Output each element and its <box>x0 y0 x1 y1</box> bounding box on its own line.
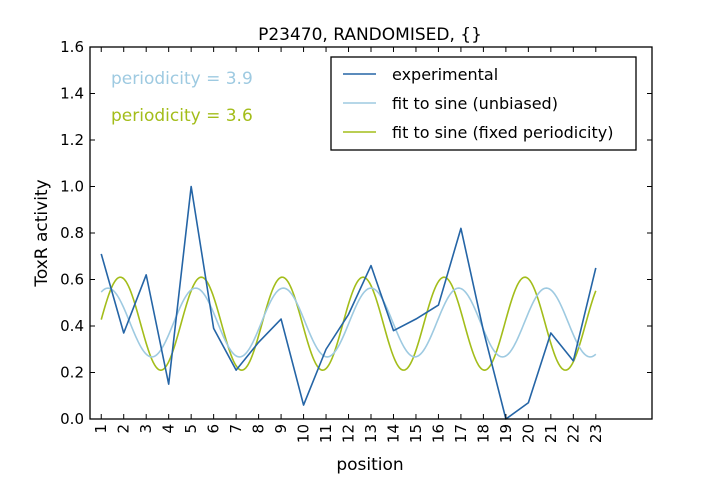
x-tick-label: 1 <box>92 424 110 434</box>
series-layer <box>100 185 597 420</box>
series-line-experimental <box>100 185 597 420</box>
legend-label-experimental: experimental <box>392 65 498 84</box>
x-tick-label: 13 <box>362 424 380 443</box>
x-tick-label: 2 <box>115 424 133 434</box>
x-axis: 1 2 3 4 5 6 7 8 9 10 11 12 13 14 15 16 17 18 19 20 21 22 23 <box>92 47 605 443</box>
legend: experimental fit to sine (unbiased) fit … <box>330 56 637 151</box>
y-tick-label: 0.6 <box>60 271 84 289</box>
x-tick-label: 4 <box>160 424 178 434</box>
x-tick-label: 19 <box>497 424 515 443</box>
legend-label-fixed: fit to sine (fixed periodicity) <box>392 123 613 142</box>
x-tick-label: 3 <box>137 424 155 434</box>
x-tick-label: 14 <box>384 424 402 443</box>
legend-box <box>330 56 637 151</box>
x-tick-label: 16 <box>429 424 447 443</box>
y-axis-label: ToxR activity <box>32 179 52 287</box>
series-line-fit-to-sine-fixed-periodicity <box>100 276 597 371</box>
y-tick-label: 1.2 <box>60 131 84 149</box>
y-tick-label: 0.4 <box>60 317 84 335</box>
y-tick-label: 0.2 <box>60 364 84 382</box>
y-tick-label: 1.6 <box>60 38 84 56</box>
y-tick-label: 0.0 <box>60 410 84 428</box>
annotation-periodicity-unbiased: periodicity = 3.9 <box>111 69 253 89</box>
x-tick-label: 15 <box>407 424 425 443</box>
chart-title: P23470, RANDOMISED, {} <box>258 25 482 45</box>
x-tick-label: 9 <box>272 424 290 434</box>
x-tick-label: 11 <box>317 424 335 443</box>
y-axis: 0.0 0.2 0.4 0.6 0.8 1.0 1.2 1.4 1.6 <box>60 38 652 428</box>
x-tick-label: 8 <box>250 424 268 434</box>
x-tick-label: 22 <box>564 424 582 443</box>
x-tick-label: 20 <box>519 424 537 443</box>
annotation-periodicity-fixed: periodicity = 3.6 <box>111 106 253 126</box>
y-tick-label: 1.0 <box>60 178 84 196</box>
x-tick-label: 10 <box>295 424 313 443</box>
x-tick-label: 12 <box>340 424 358 443</box>
x-tick-label: 5 <box>182 424 200 434</box>
x-tick-label: 6 <box>205 424 223 434</box>
x-tick-label: 18 <box>474 424 492 443</box>
y-tick-label: 1.4 <box>60 85 84 103</box>
x-tick-label: 21 <box>542 424 560 443</box>
legend-label-unbiased: fit to sine (unbiased) <box>392 94 558 113</box>
x-tick-label: 17 <box>452 424 470 443</box>
x-tick-label: 23 <box>587 424 605 443</box>
series-line-fit-to-sine-unbiased <box>100 287 597 358</box>
x-axis-label: position <box>336 455 403 475</box>
y-tick-label: 0.8 <box>60 224 84 242</box>
x-tick-label: 7 <box>227 424 245 434</box>
